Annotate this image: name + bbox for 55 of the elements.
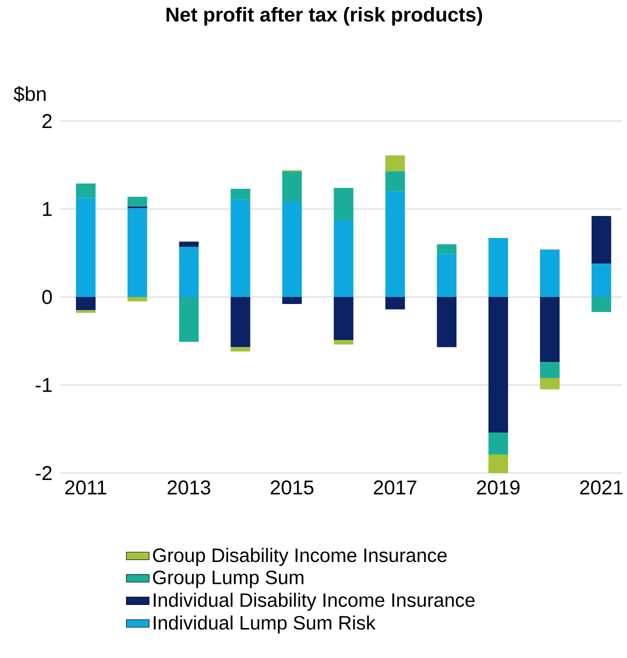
legend-label: Group Lump Sum	[153, 570, 304, 588]
bar	[334, 188, 354, 220]
bar	[385, 171, 405, 192]
bar	[230, 188, 250, 200]
y-tick-label: 2	[42, 114, 52, 128]
y-axis-title: $bn	[14, 86, 46, 102]
x-tick-label: 2021	[580, 480, 623, 495]
x-tick-label: 2017	[374, 480, 416, 495]
bar	[334, 220, 354, 298]
bar	[488, 238, 508, 298]
bar	[385, 155, 405, 172]
x-tick-label: 2019	[477, 480, 520, 495]
y-tick-label: -2	[36, 466, 52, 480]
bar	[128, 196, 148, 206]
x-tick-label: 2011	[65, 480, 106, 495]
bar	[592, 216, 612, 264]
bar	[230, 347, 250, 352]
bar	[76, 183, 96, 198]
bar	[282, 171, 302, 202]
bar	[76, 310, 96, 313]
bar	[179, 242, 199, 247]
bar	[128, 208, 148, 298]
bar	[179, 297, 199, 342]
bar	[385, 191, 405, 298]
x-tick-label: 2013	[168, 480, 210, 495]
bar	[488, 432, 508, 455]
y-tick-label: 1	[43, 202, 52, 216]
x-tick-label: 2015	[270, 480, 314, 495]
bar	[436, 254, 456, 298]
bar	[385, 297, 405, 310]
bar	[76, 198, 96, 298]
bar	[76, 297, 96, 310]
legend-label: Individual Lump Sum Risk	[154, 615, 376, 634]
y-tick-label: 0	[42, 290, 52, 304]
bar	[179, 246, 199, 298]
bar	[540, 378, 560, 390]
bar	[128, 297, 148, 302]
bar	[334, 340, 354, 345]
bar	[592, 297, 612, 312]
bar	[230, 297, 250, 348]
bar	[282, 202, 302, 298]
bar	[540, 297, 560, 362]
chart-title: Net profit after tax (risk products)	[166, 6, 482, 26]
bar	[230, 199, 250, 298]
bar	[488, 297, 508, 433]
bar	[540, 249, 560, 298]
bar	[592, 264, 612, 298]
legend-label: Group Disability Income Insurance	[153, 548, 447, 566]
bar	[436, 297, 456, 348]
bar	[540, 362, 560, 378]
legend-label: Individual Disability Income Insurance	[154, 592, 475, 611]
y-tick-label: -1	[36, 378, 52, 392]
bar	[334, 297, 354, 340]
bar	[282, 297, 302, 304]
bar	[436, 244, 456, 254]
